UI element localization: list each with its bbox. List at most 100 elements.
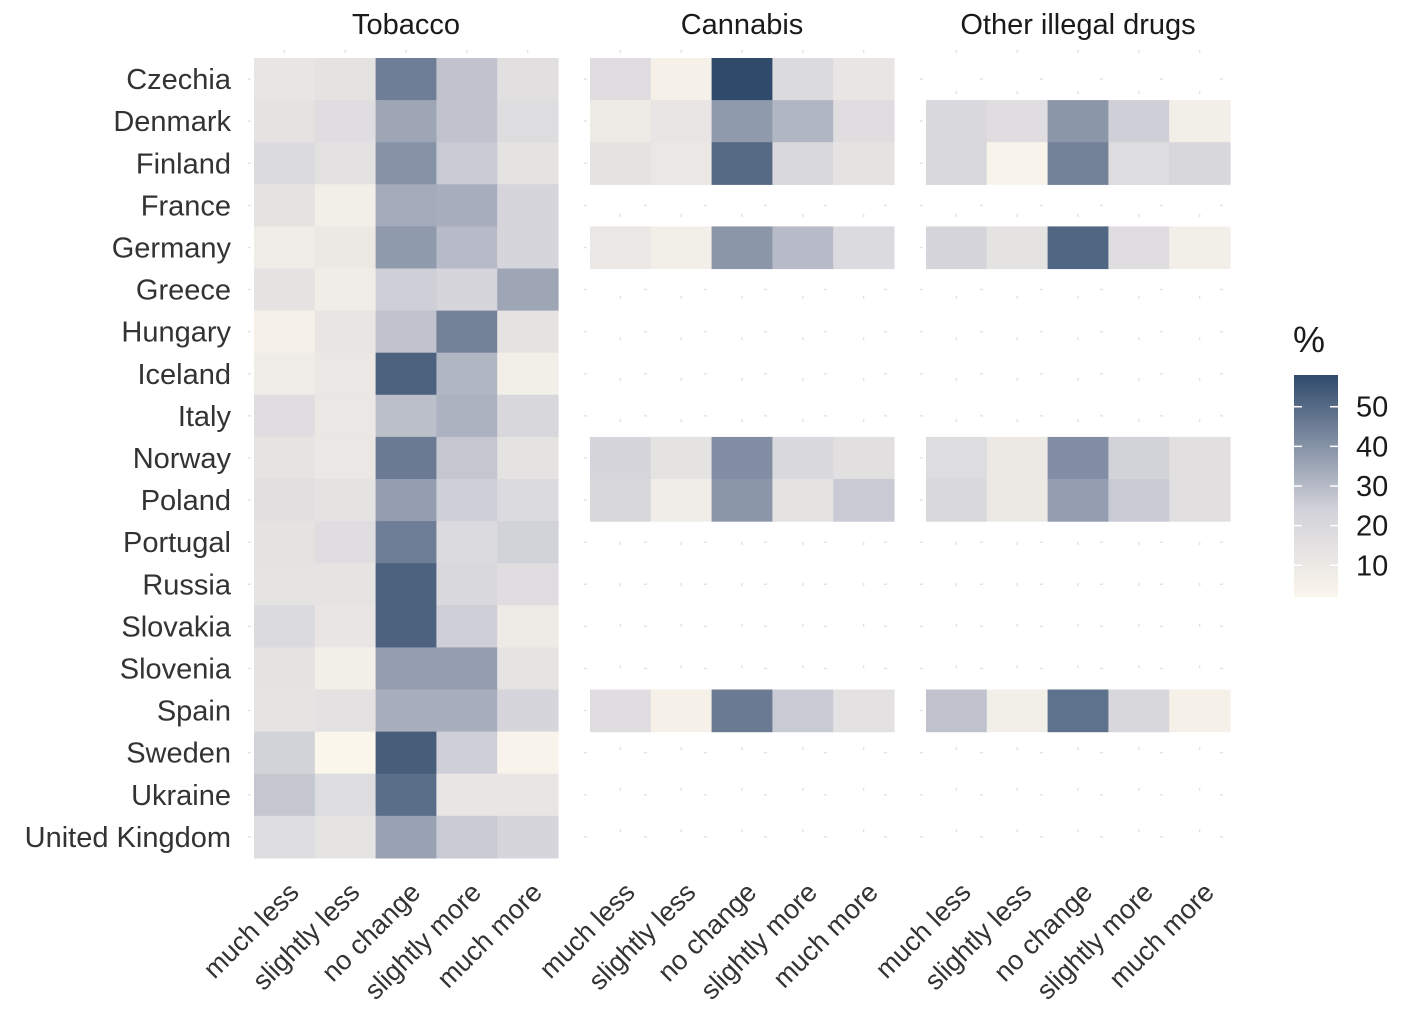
- heatmap-cell-other-illegal-drugs-finland-slightly-less: [986, 142, 1049, 185]
- heatmap-cell-tobacco-czechia-no-change: [375, 58, 437, 101]
- heatmap-cell-tobacco-united-kingdom-much-more: [497, 815, 559, 859]
- heatmap-cell-cannabis-poland-slightly-more: [772, 479, 834, 522]
- row-label-denmark: Denmark: [113, 106, 231, 138]
- heatmap-cell-tobacco-italy-slightly-more: [436, 394, 498, 438]
- heatmap-cell-tobacco-spain-much-less: [254, 689, 316, 733]
- heatmap-cell-cannabis-finland-much-more: [833, 142, 895, 185]
- heatmap-cell-tobacco-germany-no-change: [375, 226, 437, 270]
- heatmap-cell-cannabis-finland-no-change: [711, 142, 773, 185]
- row-label-russia: Russia: [142, 569, 232, 601]
- heatmap-cell-cannabis-denmark-much-less: [590, 100, 652, 143]
- heatmap-cell-tobacco-france-much-less: [254, 184, 316, 227]
- heatmap-cell-cannabis-spain-much-more: [833, 689, 895, 733]
- heatmap-cell-tobacco-poland-no-change: [375, 479, 437, 522]
- heatmap-cell-tobacco-italy-no-change: [375, 394, 437, 438]
- heatmap-cell-other-illegal-drugs-finland-much-less: [926, 142, 988, 185]
- heatmap-cell-other-illegal-drugs-finland-slightly-more: [1108, 142, 1170, 185]
- heatmap-cell-cannabis-czechia-slightly-more: [772, 58, 834, 101]
- heatmap-cell-cannabis-finland-much-less: [590, 142, 652, 185]
- heatmap-cell-tobacco-slovakia-much-more: [497, 605, 559, 648]
- heatmap-cell-tobacco-greece-slightly-less: [314, 268, 377, 312]
- heatmap-cell-cannabis-norway-slightly-less: [650, 436, 713, 480]
- heatmap-cell-other-illegal-drugs-germany-much-more: [1169, 226, 1231, 270]
- heatmap-cell-cannabis-spain-much-less: [590, 689, 652, 733]
- heatmap-cell-tobacco-germany-slightly-less: [314, 226, 377, 270]
- heatmap-cell-tobacco-germany-much-more: [497, 226, 559, 270]
- heatmap-cell-tobacco-russia-slightly-more: [436, 563, 498, 606]
- heatmap-cell-tobacco-norway-no-change: [375, 436, 437, 480]
- heatmap-cell-tobacco-denmark-much-less: [254, 100, 316, 143]
- heatmap-cell-tobacco-iceland-much-more: [497, 352, 559, 396]
- heatmap-cell-tobacco-sweden-slightly-less: [314, 731, 377, 775]
- heatmap-cell-tobacco-portugal-slightly-less: [314, 521, 377, 564]
- heatmap-cell-cannabis-norway-much-less: [590, 436, 652, 480]
- row-label-germany: Germany: [112, 232, 232, 264]
- heatmap-cell-tobacco-slovakia-slightly-more: [436, 605, 498, 648]
- heatmap-cell-cannabis-germany-much-less: [590, 226, 652, 270]
- heatmap-cell-other-illegal-drugs-norway-much-more: [1169, 436, 1231, 480]
- color-legend: % 10 20 30 40 50: [1293, 319, 1388, 597]
- heatmap-cell-tobacco-italy-much-more: [497, 394, 559, 438]
- heatmap-cell-cannabis-spain-slightly-more: [772, 689, 834, 733]
- row-label-norway: Norway: [133, 443, 232, 475]
- heatmap-cell-other-illegal-drugs-spain-much-less: [926, 689, 988, 733]
- heatmap-cell-other-illegal-drugs-norway-slightly-more: [1108, 436, 1170, 480]
- heatmap-cell-tobacco-hungary-slightly-more: [436, 310, 498, 354]
- row-label-iceland: Iceland: [137, 359, 231, 391]
- row-label-czechia: Czechia: [126, 64, 232, 96]
- heatmap-cell-tobacco-greece-slightly-more: [436, 268, 498, 312]
- heatmap-cell-tobacco-sweden-much-less: [254, 731, 316, 775]
- heatmap-cell-tobacco-denmark-much-more: [497, 100, 559, 143]
- heatmap-cell-tobacco-slovakia-no-change: [375, 605, 437, 648]
- heatmap-cell-tobacco-greece-much-less: [254, 268, 316, 312]
- heatmap-cell-tobacco-denmark-slightly-less: [314, 100, 377, 143]
- row-label-finland: Finland: [136, 148, 231, 180]
- heatmap-cell-other-illegal-drugs-finland-much-more: [1169, 142, 1231, 185]
- heatmap-cell-tobacco-slovenia-no-change: [375, 647, 437, 691]
- row-label-portugal: Portugal: [123, 527, 231, 559]
- heatmap-cell-tobacco-slovenia-much-less: [254, 647, 316, 691]
- heatmap-cell-other-illegal-drugs-germany-slightly-less: [986, 226, 1049, 270]
- heatmap-cell-tobacco-united-kingdom-much-less: [254, 815, 316, 859]
- heatmap-cell-tobacco-germany-slightly-more: [436, 226, 498, 270]
- heatmap-cell-cannabis-germany-slightly-less: [650, 226, 713, 270]
- heatmap-cell-tobacco-greece-much-more: [497, 268, 559, 312]
- row-label-united-kingdom: United Kingdom: [25, 822, 231, 854]
- heatmap-cell-tobacco-denmark-slightly-more: [436, 100, 498, 143]
- heatmap-cell-tobacco-slovenia-slightly-more: [436, 647, 498, 691]
- heatmap-cell-tobacco-finland-no-change: [375, 142, 437, 185]
- row-label-slovakia: Slovakia: [121, 611, 231, 643]
- row-label-france: France: [141, 190, 231, 222]
- legend-tick-label-20: 20: [1356, 511, 1388, 543]
- heatmap-cell-other-illegal-drugs-norway-slightly-less: [986, 436, 1049, 480]
- row-labels: Czechia Denmark Finland France Germany Greece…: [25, 64, 232, 854]
- heatmap-cell-tobacco-portugal-much-less: [254, 521, 316, 564]
- row-label-sweden: Sweden: [126, 738, 231, 770]
- heatmap-cell-cannabis-germany-much-more: [833, 226, 895, 270]
- heatmap-cell-tobacco-finland-much-less: [254, 142, 316, 185]
- row-label-ukraine: Ukraine: [131, 780, 231, 812]
- legend-tick-label-10: 10: [1356, 550, 1388, 582]
- heatmap-cell-tobacco-poland-slightly-more: [436, 479, 498, 522]
- heatmap-cell-tobacco-czechia-much-less: [254, 58, 316, 101]
- heatmap-cell-tobacco-norway-much-more: [497, 436, 559, 480]
- heatmap-cells: [254, 58, 1231, 859]
- heatmap-cell-other-illegal-drugs-germany-slightly-more: [1108, 226, 1170, 270]
- row-label-italy: Italy: [178, 401, 232, 433]
- heatmap-cell-tobacco-norway-slightly-less: [314, 436, 377, 480]
- heatmap-cell-tobacco-germany-much-less: [254, 226, 316, 270]
- heatmap-cell-other-illegal-drugs-poland-much-less: [926, 479, 988, 522]
- heatmap-cell-other-illegal-drugs-poland-much-more: [1169, 479, 1231, 522]
- heatmap-cell-cannabis-finland-slightly-less: [650, 142, 713, 185]
- heatmap-cell-other-illegal-drugs-denmark-much-more: [1169, 100, 1231, 143]
- row-label-hungary: Hungary: [121, 317, 231, 349]
- heatmap-cell-cannabis-norway-no-change: [711, 436, 773, 480]
- heatmap-cell-cannabis-denmark-slightly-more: [772, 100, 834, 143]
- heatmap-cell-cannabis-czechia-no-change: [711, 58, 773, 101]
- heatmap-cell-tobacco-portugal-no-change: [375, 521, 437, 564]
- heatmap-cell-tobacco-poland-much-more: [497, 479, 559, 522]
- heatmap-cell-cannabis-poland-slightly-less: [650, 479, 713, 522]
- facet-title-other-illegal-drugs: Other illegal drugs: [960, 9, 1195, 41]
